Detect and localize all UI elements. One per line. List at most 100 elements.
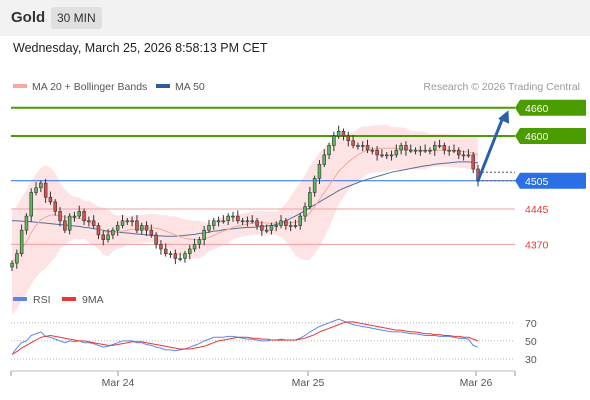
candle [380, 149, 384, 158]
candle [437, 139, 442, 149]
candle [101, 230, 106, 246]
candles [10, 125, 480, 272]
candle [226, 213, 230, 226]
candle [312, 175, 317, 197]
candle [39, 180, 43, 193]
candle [260, 221, 264, 236]
candle [288, 221, 293, 232]
candle [418, 145, 423, 156]
candle [77, 205, 82, 219]
candle [19, 224, 24, 257]
candle [432, 141, 437, 156]
level-badge-4505: 4505 [515, 172, 586, 189]
candle [48, 191, 53, 205]
candle [24, 213, 29, 235]
level-badge-4600: 4600 [515, 128, 586, 145]
candle [264, 224, 269, 234]
candle [269, 222, 274, 235]
candle [399, 142, 403, 155]
candle [336, 125, 341, 139]
candle [125, 217, 130, 226]
legend-ma50-label: MA 50 [175, 81, 205, 93]
level-label-4600: 4600 [525, 131, 549, 143]
candle [245, 216, 250, 227]
candle [140, 222, 144, 235]
candle [317, 160, 322, 185]
candle [293, 219, 298, 229]
candle [346, 131, 350, 147]
candle [120, 215, 125, 229]
candle [471, 152, 475, 174]
candle [67, 213, 72, 235]
candle [91, 215, 96, 229]
candle [284, 217, 288, 230]
candle [111, 227, 115, 240]
candle [308, 186, 312, 210]
legend-ma9-swatch [62, 297, 76, 301]
candle [221, 215, 226, 224]
candle [240, 217, 245, 226]
candle [250, 215, 255, 224]
top-bar: Gold 30 MIN [0, 0, 590, 36]
price-panel: 4660 4600 4505 4445 4370 [10, 99, 586, 315]
candle [447, 145, 451, 156]
candle [58, 207, 62, 227]
candle [82, 208, 86, 226]
candle [384, 152, 389, 160]
candle [365, 139, 370, 153]
datetime-label: Wednesday, March 25, 2026 8:58:13 PM CET [13, 41, 268, 55]
candle [404, 141, 408, 156]
forecast-arrow [476, 110, 510, 183]
candle [15, 249, 19, 269]
candle [135, 215, 139, 234]
candle [375, 145, 379, 161]
legend-ma50-swatch [156, 84, 170, 88]
candle [173, 249, 178, 265]
candle [178, 252, 182, 262]
rsi-line [11, 318, 479, 355]
x-label-2: Mar 26 [460, 377, 493, 389]
candle [341, 128, 346, 141]
level-label-4660: 4660 [525, 103, 549, 115]
candle [34, 182, 38, 196]
candle [106, 229, 110, 243]
candle [212, 217, 216, 230]
candle [53, 199, 57, 216]
candle [279, 215, 283, 229]
candle [188, 244, 192, 260]
candle [303, 202, 307, 222]
candle [43, 178, 48, 203]
candle [394, 144, 399, 158]
rsi-ma-line [11, 321, 479, 355]
candle [389, 150, 394, 161]
rsi-panel: 70 50 30 [11, 318, 537, 366]
x-axis: Mar 24 Mar 25 Mar 26 [10, 371, 516, 389]
rsi-tick-labels: 70 50 30 [525, 318, 537, 366]
candle [322, 149, 326, 168]
legend-rsi-swatch [13, 297, 27, 301]
candle [207, 219, 211, 234]
level-label-4445: 4445 [525, 204, 549, 216]
instrument-title: Gold [11, 9, 46, 26]
candle [192, 238, 197, 252]
legend-ma9-label: 9MA [82, 294, 104, 306]
rsi-tick-70: 70 [525, 318, 537, 330]
level-label-4505: 4505 [525, 176, 549, 188]
level-badge-4660: 4660 [515, 99, 586, 116]
candle [452, 144, 456, 153]
candle [197, 236, 202, 249]
candle [413, 147, 418, 155]
candle [442, 142, 447, 155]
candle [370, 147, 375, 155]
timeframe-badge[interactable]: 30 MIN [51, 7, 102, 29]
candle [456, 147, 461, 160]
candle [10, 260, 14, 272]
level-lines [11, 106, 515, 245]
candle [351, 135, 355, 149]
candle [231, 211, 235, 222]
x-label-0: Mar 24 [102, 377, 135, 389]
candle [298, 213, 302, 230]
candle [29, 188, 33, 222]
bollinger-band-fill [12, 124, 478, 315]
